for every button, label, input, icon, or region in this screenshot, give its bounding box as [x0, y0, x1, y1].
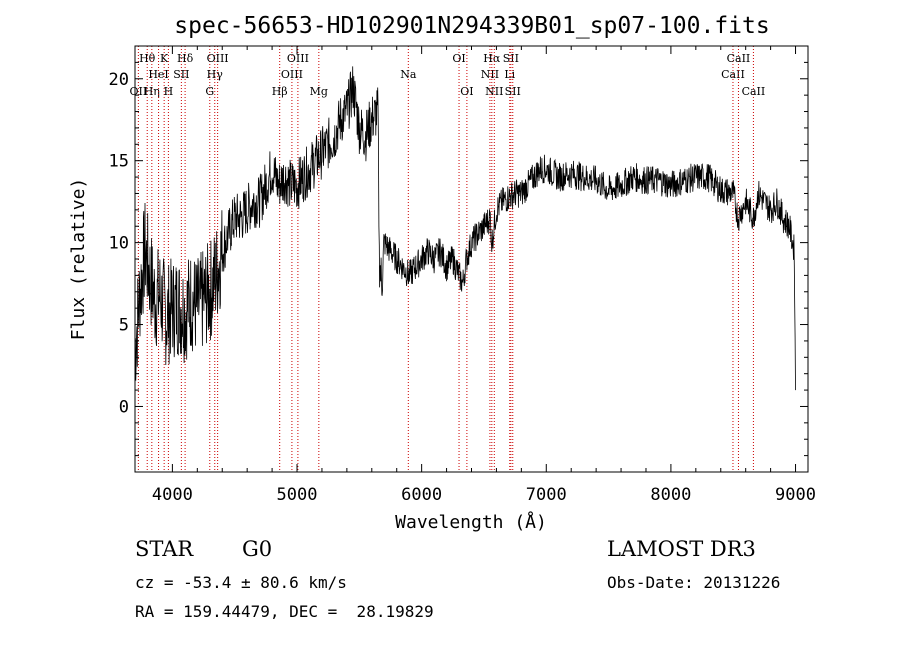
x-tick-label: 6000: [401, 485, 442, 505]
marker-label: H: [164, 85, 174, 98]
marker-label: G: [205, 85, 214, 98]
marker-label: OI: [460, 85, 473, 98]
marker-label: Hγ: [207, 68, 224, 81]
marker-label: K: [160, 52, 169, 65]
marker-label: SII: [503, 52, 519, 65]
marker-label: OI: [452, 52, 465, 65]
x-tick-label: 7000: [526, 485, 567, 505]
marker-label: OIII: [281, 68, 303, 81]
marker-label: Hδ: [177, 52, 194, 65]
spectral-class: STAR: [135, 537, 194, 561]
axes: [134, 45, 809, 473]
spectrum-plot-area: [134, 66, 796, 391]
y-tick-label: 10: [109, 234, 129, 254]
marker-label: NII: [485, 85, 503, 98]
marker-label: CaII: [721, 68, 745, 81]
marker-label: Na: [400, 68, 417, 81]
marker-label: Hβ: [272, 85, 288, 98]
y-tick-label: 20: [109, 70, 129, 90]
marker-label: NII: [481, 68, 499, 81]
y-tick-label: 15: [109, 152, 129, 172]
x-tick-label: 8000: [650, 485, 691, 505]
marker-label: Li: [504, 68, 515, 81]
coordinates: RA = 159.44479, DEC = 28.19829: [135, 602, 434, 621]
spectrum-line: [134, 66, 796, 391]
marker-label: Hθ: [139, 52, 156, 65]
x-axis-label: Wavelength (Å): [395, 511, 547, 533]
marker-label: SII: [505, 85, 521, 98]
marker-label: Mg: [310, 85, 328, 98]
marker-label: OIII: [287, 52, 309, 65]
marker-label: HeI: [148, 68, 168, 81]
y-tick-label: 0: [119, 397, 129, 417]
marker-label: Hη: [144, 85, 160, 98]
spectral-subclass: G0: [242, 537, 273, 561]
marker-label: CaII: [742, 85, 766, 98]
spectrum-chart: spec-56653-HD102901N294339B01_sp07-100.f…: [68, 13, 816, 533]
marker-label: OII: [130, 85, 148, 98]
x-tick-label: 4000: [152, 485, 193, 505]
marker-label: CaII: [727, 52, 751, 65]
x-tick-label: 5000: [277, 485, 318, 505]
y-axis-label: Flux (relative): [68, 178, 89, 341]
y-tick-label: 5: [119, 316, 129, 336]
marker-label: OIII: [207, 52, 229, 65]
chart-title: spec-56653-HD102901N294339B01_sp07-100.f…: [174, 13, 769, 39]
redshift-velocity: cz = -53.4 ± 80.6 km/s: [135, 573, 347, 592]
plot-frame: [134, 45, 809, 473]
spectral-line-markers: OII Hθ Hη HeI K H SII Hδ G Hγ OIII Hβ OIII OIII Mg Na OI…: [130, 46, 766, 472]
observation-date: Obs-Date: 20131226: [607, 573, 781, 592]
marker-label: SII: [173, 68, 189, 81]
x-tick-label: 9000: [775, 485, 816, 505]
survey-name: LAMOST DR3: [607, 537, 756, 561]
marker-label: Hα: [483, 52, 501, 65]
axis-ticks: 4000 5000 6000 7000 8000 9000 0 5 10 15 20: [109, 46, 816, 505]
